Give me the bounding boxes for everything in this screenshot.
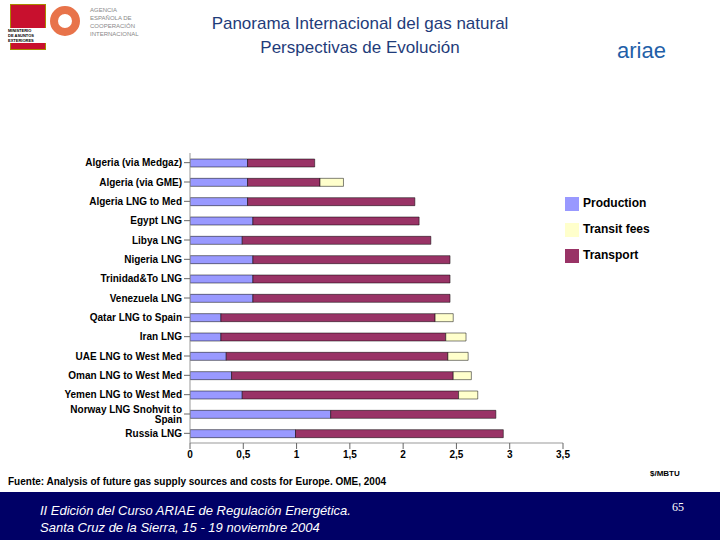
svg-text:UAE LNG to West Med: UAE LNG to West Med (76, 351, 182, 362)
html-text:MINISTERIO: MINISTERIO (8, 28, 32, 33)
html-text:COOPERACIÓN: COOPERACIÓN (90, 23, 135, 29)
html-text:Transport: Transport (583, 248, 639, 262)
html-text:DE ASUNTOS: DE ASUNTOS (8, 33, 34, 38)
svg-text:2: 2 (400, 449, 406, 460)
html-text:ESPAÑOLA DE: ESPAÑOLA DE (90, 15, 132, 21)
svg-text:1,5: 1,5 (343, 449, 357, 460)
svg-text:Qatar LNG to Spain: Qatar LNG to Spain (90, 312, 182, 323)
html-text:ariae: ariae (617, 38, 666, 63)
svg-text:Algeria (via Medgaz): Algeria (via Medgaz) (85, 157, 182, 168)
svg-text:Iran LNG: Iran LNG (140, 331, 182, 342)
html-text:Panorama Internacional del gas: Panorama Internacional del gas natural (211, 14, 509, 33)
svg-text:Algeria (via GME): Algeria (via GME) (99, 177, 182, 188)
html-text:EXTERIORES: EXTERIORES (8, 38, 34, 43)
html-text:Production: Production (583, 196, 647, 210)
html-text:Transit fees: Transit fees (583, 222, 650, 236)
html-text:Perspectivas de Evolución: Perspectivas de Evolución (260, 38, 460, 57)
svg-text:Nigeria LNG: Nigeria LNG (124, 254, 182, 265)
svg-text:Egypt LNG: Egypt LNG (130, 215, 182, 226)
html-text:AGENCIA: AGENCIA (90, 7, 117, 13)
svg-text:Norway LNG Snohvit toSpain: Norway LNG Snohvit toSpain (70, 404, 182, 425)
html-text:$/MBTU: $/MBTU (650, 469, 680, 478)
svg-text:0: 0 (187, 449, 193, 460)
svg-text:Venezuela LNG: Venezuela LNG (110, 293, 182, 304)
html-text:Fuente: Analysis of future gas: Fuente: Analysis of future gas supply so… (8, 476, 387, 487)
svg-text:3,5: 3,5 (556, 449, 570, 460)
svg-text:1: 1 (294, 449, 300, 460)
svg-text:Algeria LNG to Med: Algeria LNG to Med (89, 196, 182, 207)
svg-text:Trinidad&To LNG: Trinidad&To LNG (101, 273, 183, 284)
svg-text:0,5: 0,5 (236, 449, 250, 460)
svg-text:Oman LNG to West Med: Oman LNG to West Med (68, 370, 182, 381)
svg-text:Libya LNG: Libya LNG (132, 235, 182, 246)
svg-text:3: 3 (507, 449, 513, 460)
html-text:II Edición del Curso ARIAE de: II Edición del Curso ARIAE de Regulación… (40, 503, 351, 518)
svg-text:2,5: 2,5 (449, 449, 463, 460)
svg-text:Russia LNG: Russia LNG (125, 428, 182, 439)
html-text:65: 65 (672, 500, 684, 514)
html-text:INTERNACIONAL: INTERNACIONAL (90, 31, 139, 37)
html-text:Santa Cruz de la Sierra, 15 -: Santa Cruz de la Sierra, 15 - 19 noviemb… (40, 520, 320, 535)
svg-text:Yemen LNG to West Med: Yemen LNG to West Med (64, 389, 182, 400)
